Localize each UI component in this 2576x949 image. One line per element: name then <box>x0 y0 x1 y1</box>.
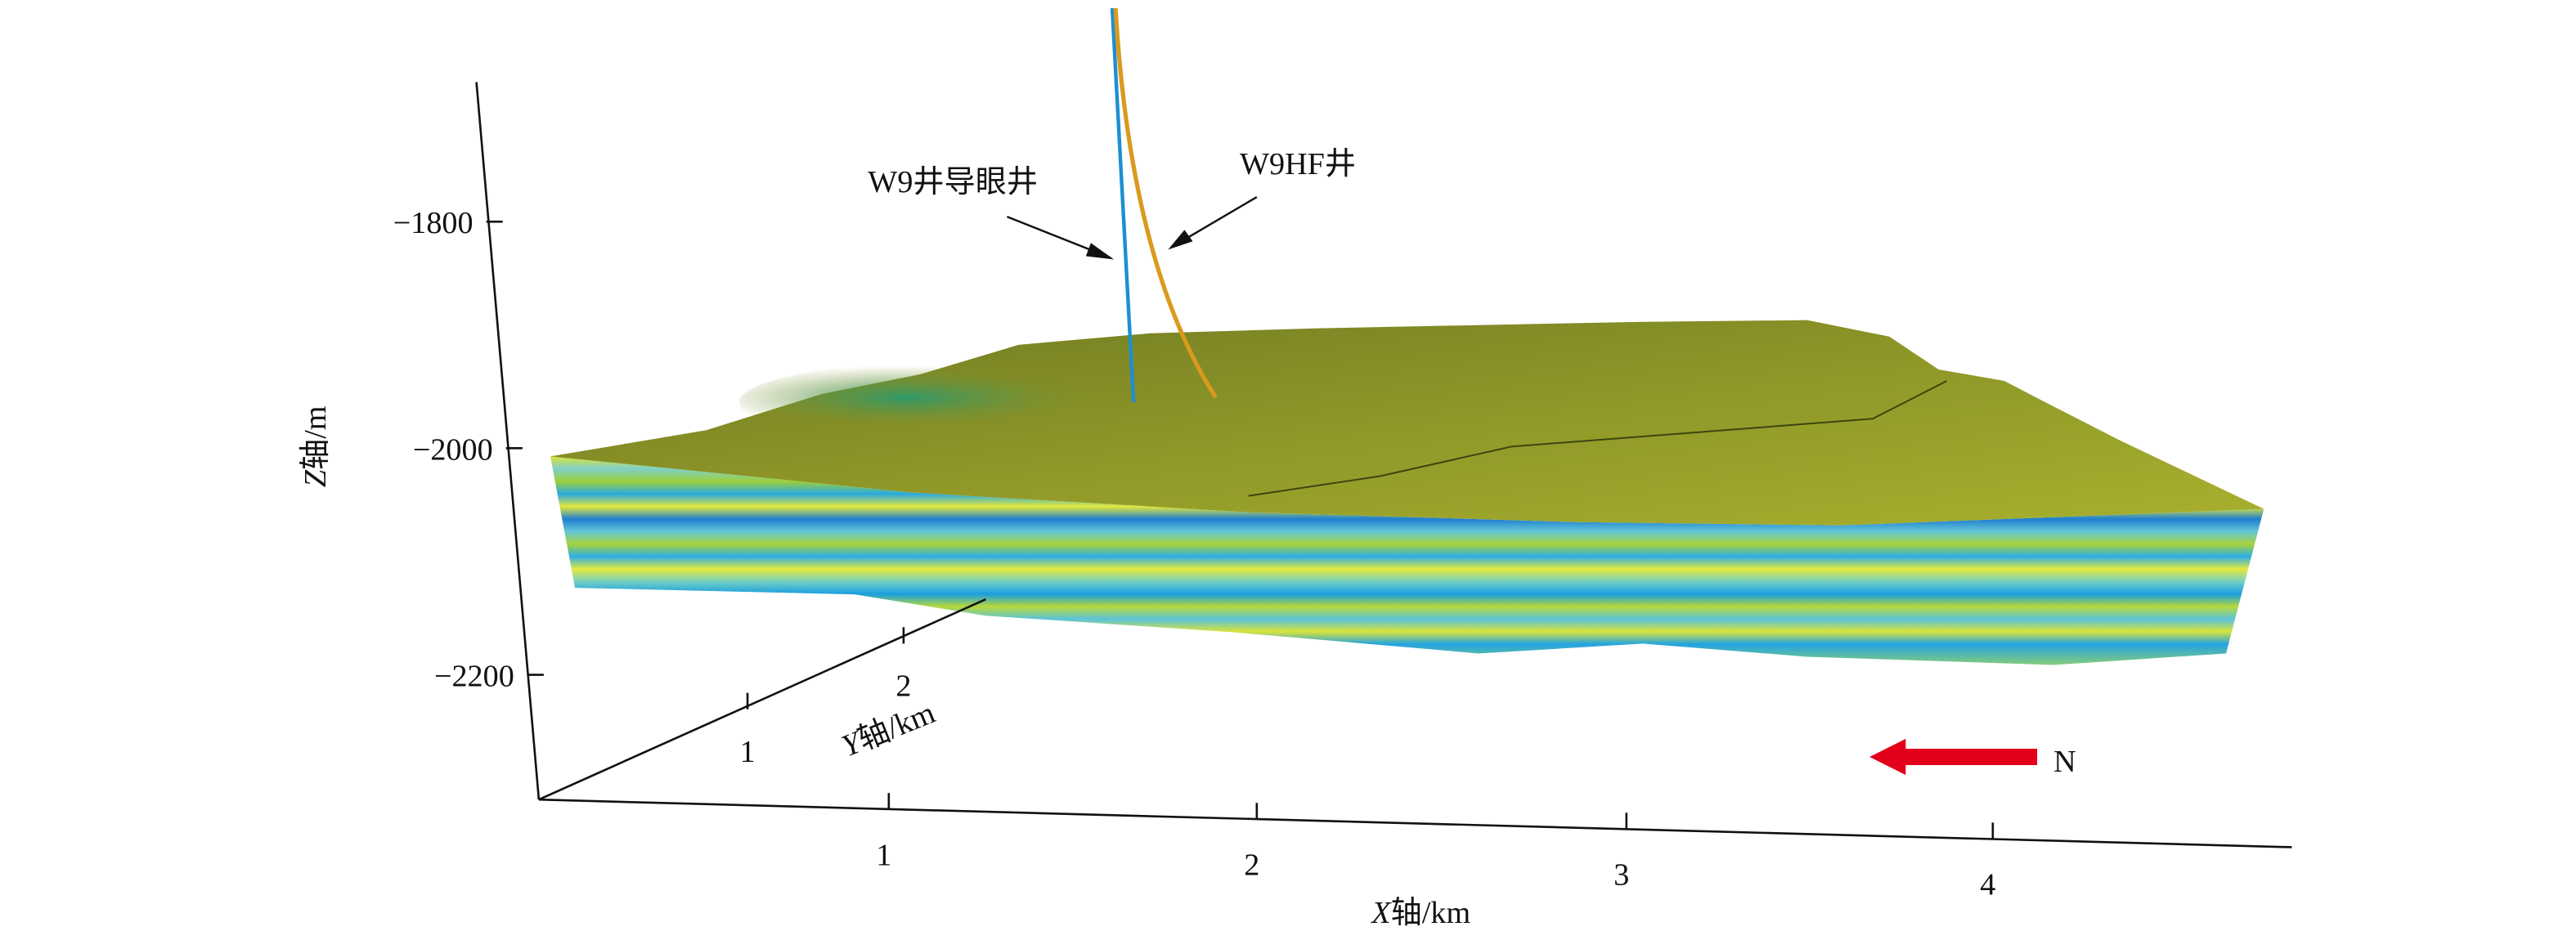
north-label: N <box>2053 745 2076 779</box>
pilot-well-trajectory <box>1110 7 1136 403</box>
surface-low-patch <box>739 356 1299 449</box>
x-tick-label: 1 <box>876 839 891 873</box>
y-axis <box>538 598 986 801</box>
x-axis-unit: 轴/km <box>1391 896 1471 930</box>
y-tick-label: 1 <box>740 735 756 769</box>
x-tick-label: 2 <box>1244 848 1259 883</box>
x-axis <box>538 798 2292 848</box>
x-axis-letter: X <box>1370 896 1392 930</box>
x-tick-label: 3 <box>1613 858 1629 893</box>
z-axis-letter: Z <box>298 469 333 487</box>
fault-line <box>1248 380 1948 497</box>
pilot-well-arrowhead <box>1085 243 1115 260</box>
horizontal-well-label: W9HF井 <box>1240 147 1356 181</box>
horizontal-well-arrowhead <box>1168 230 1193 250</box>
z-axis-title: Z轴/m <box>298 405 333 487</box>
y-axis-title: Y轴/km <box>837 696 940 764</box>
y-axis-unit: 轴/km <box>853 696 940 758</box>
z-tick-label: −2200 <box>434 660 514 694</box>
pilot-well-label: W9井导眼井 <box>868 165 1038 199</box>
y-tick-label: 2 <box>895 669 911 704</box>
z-tick-label: −2000 <box>413 432 493 467</box>
z-axis <box>475 82 541 800</box>
model-front-face <box>550 456 2264 665</box>
z-axis-unit: 轴/m <box>298 405 333 470</box>
x-axis-title: X轴/km <box>1370 896 1470 930</box>
x-tick-label: 4 <box>1980 868 1995 902</box>
horizontal-well-trajectory <box>1113 7 1218 399</box>
z-tick-label: −1800 <box>393 206 473 240</box>
north-arrow <box>1869 738 2038 776</box>
